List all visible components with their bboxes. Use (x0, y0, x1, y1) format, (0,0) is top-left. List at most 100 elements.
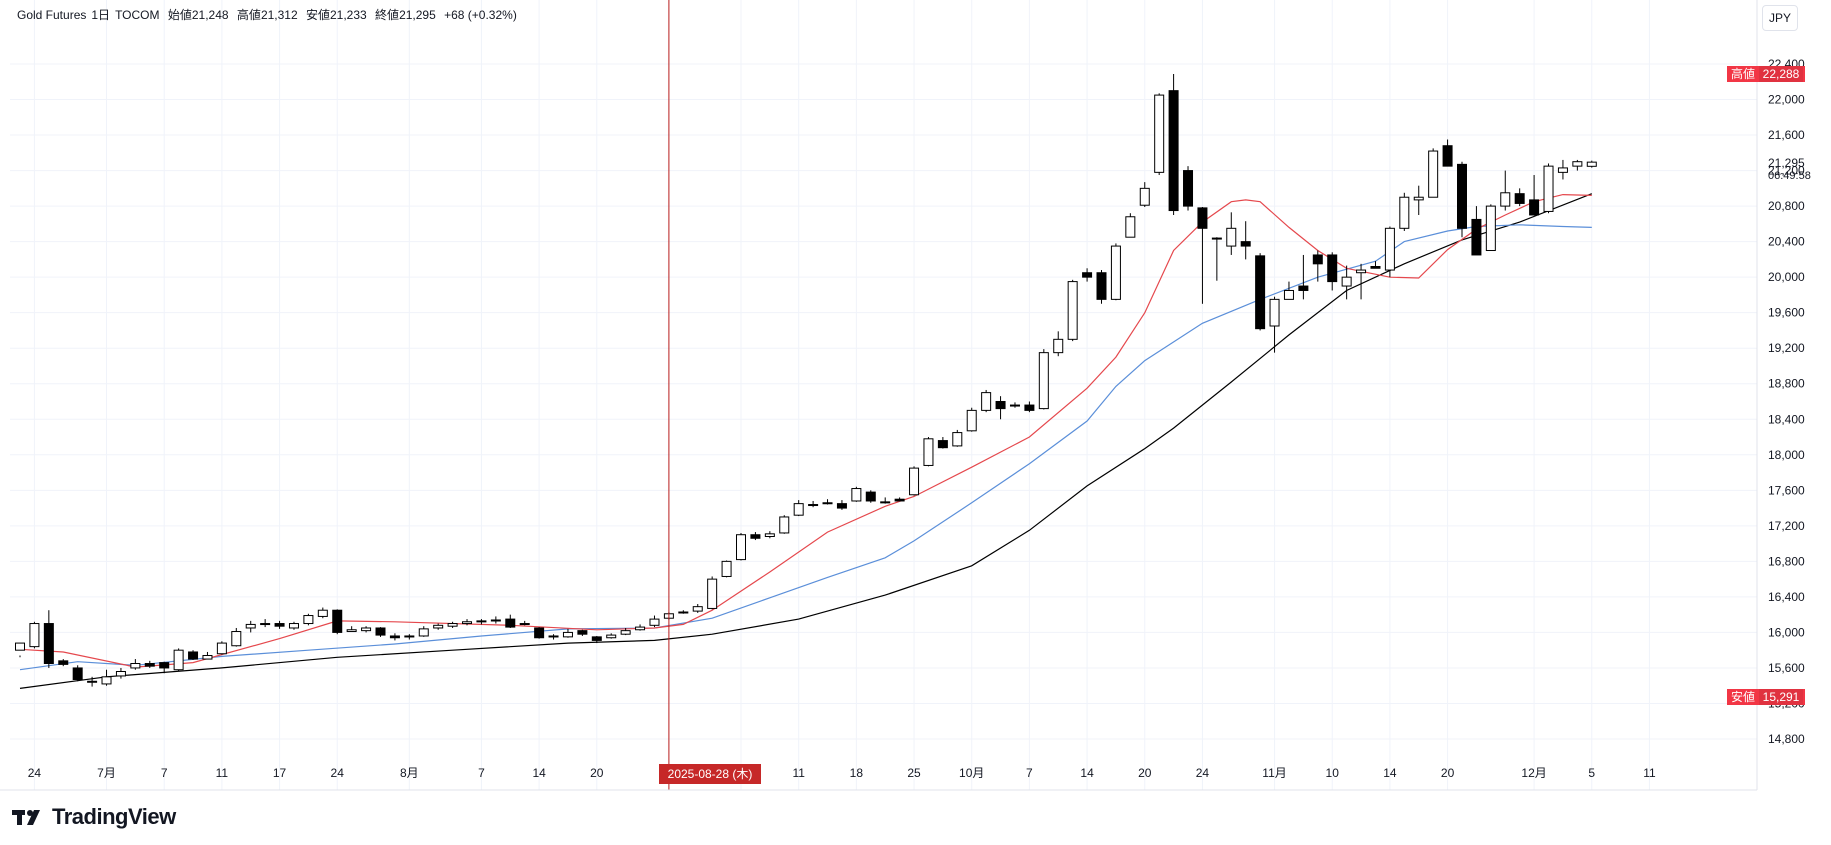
candle-body (260, 623, 271, 626)
candle (1096, 270, 1107, 304)
candle (923, 437, 934, 467)
candle (822, 499, 833, 505)
candle (1240, 221, 1251, 260)
candle-body (1529, 199, 1540, 216)
candle-body (808, 504, 819, 507)
x-tick-label: 20 (1138, 766, 1152, 780)
candle-body (303, 615, 314, 625)
candle-body (274, 623, 285, 627)
candle-body (534, 627, 545, 639)
candle (1327, 252, 1338, 291)
candle-body (1298, 285, 1309, 291)
candle-body (635, 626, 646, 631)
candle (1082, 268, 1093, 282)
candle (577, 629, 588, 636)
candle-body (562, 631, 573, 638)
candle (144, 660, 155, 668)
candle (1183, 166, 1194, 211)
x-tick-label: 7 (478, 766, 485, 780)
currency-button[interactable]: JPY (1762, 5, 1798, 31)
candle (721, 560, 732, 578)
candle-body (476, 620, 487, 623)
candle (1053, 331, 1064, 357)
y-tick-label: 17,600 (1768, 483, 1805, 497)
symbol-name[interactable]: Gold Futures (17, 8, 87, 22)
candle (490, 616, 501, 624)
candle-body (1370, 266, 1381, 269)
candle-body (894, 498, 905, 502)
price-axis[interactable]: 14,80015,20015,60016,00016,40016,80017,2… (1756, 0, 1805, 790)
candle-body (231, 631, 242, 647)
candle (87, 676, 98, 687)
candle-body (1457, 163, 1467, 229)
candle-body (173, 649, 184, 671)
candle-body (1586, 161, 1597, 167)
candle-body (1514, 193, 1525, 204)
candle (1125, 213, 1136, 238)
candle-body (288, 623, 299, 629)
candle-body (995, 401, 1006, 410)
candle (1428, 148, 1439, 198)
candle-body (1283, 289, 1294, 300)
moving-average-lines (19, 193, 1593, 689)
high-label: 高値 (236, 8, 261, 22)
candle-body (1024, 404, 1035, 411)
candle-body (707, 578, 718, 609)
candle (620, 627, 631, 636)
candle-body (577, 630, 588, 635)
candle (1197, 206, 1208, 304)
candle (1471, 206, 1482, 256)
candle-body (981, 392, 992, 411)
candle-body (1096, 272, 1107, 300)
close-label: 終値 (375, 8, 400, 22)
time-axis[interactable]: 24 7月 7 11 17 24 8月 7 14 20 5 11 18 25 10月 7 14 20 24 11月 10… (0, 766, 1757, 791)
candle-body (1053, 338, 1064, 354)
candle (779, 515, 790, 534)
y-tick-label: 15,600 (1768, 661, 1805, 675)
candle (1399, 192, 1410, 231)
candle (1543, 163, 1554, 214)
candle (389, 633, 400, 641)
candle (995, 396, 1006, 420)
candle (1024, 401, 1035, 413)
candle (1283, 281, 1294, 300)
y-tick-label: 18,400 (1768, 412, 1805, 426)
x-tick-label: 14 (1080, 766, 1094, 780)
x-tick-label: 24 (28, 766, 42, 780)
x-tick-label: 7 (1026, 766, 1033, 780)
candle-body (692, 606, 703, 612)
candle (245, 620, 256, 633)
low-label: 安値 (305, 8, 330, 22)
candle-body (159, 662, 170, 669)
crosshair-date-text: 2025-08-28 (木) (667, 767, 753, 781)
x-tick-label: 17 (273, 766, 287, 780)
candle (1154, 93, 1165, 176)
y-tick-label: 21,600 (1768, 128, 1805, 142)
candle-body (952, 432, 963, 447)
close-value: 21,295 (399, 8, 436, 22)
candle (1500, 170, 1511, 211)
candle-body (1399, 196, 1410, 229)
candle-body (15, 642, 25, 651)
candle (1457, 161, 1467, 238)
candle (1298, 254, 1309, 300)
candle (966, 407, 977, 432)
candle (1312, 250, 1323, 282)
candle (562, 628, 573, 638)
candle (505, 614, 516, 628)
candle-body (851, 488, 862, 502)
candle-body (389, 635, 400, 639)
x-tick-label: 11 (1643, 766, 1656, 780)
candle-body (649, 618, 660, 626)
change-value: +68 (+0.32%) (444, 8, 517, 22)
candle-body (1543, 165, 1554, 212)
candle-body (1082, 272, 1093, 278)
tradingview-logo[interactable]: TradingView (12, 804, 176, 830)
candle (981, 389, 992, 413)
candle (678, 610, 689, 614)
candle (1384, 226, 1395, 278)
candle-body (750, 534, 761, 539)
candle-body (447, 623, 458, 627)
open-label: 始値 (167, 8, 192, 22)
